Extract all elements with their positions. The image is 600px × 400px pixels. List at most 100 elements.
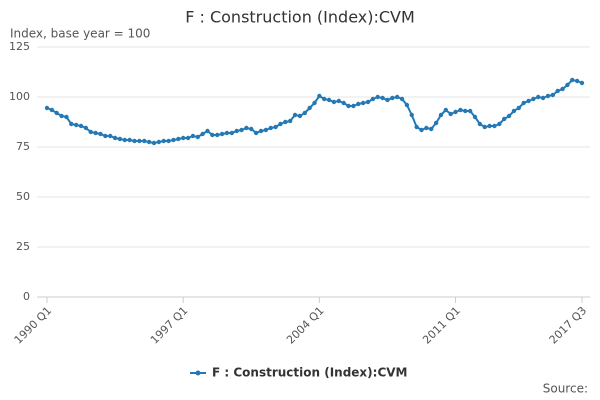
point [497, 121, 502, 127]
point [365, 99, 371, 105]
point [287, 118, 293, 124]
point [249, 126, 254, 132]
point [492, 123, 497, 129]
point [545, 93, 551, 99]
point [146, 139, 152, 145]
point [64, 114, 69, 120]
point [467, 108, 473, 114]
point [142, 138, 147, 144]
point [69, 121, 74, 127]
point [356, 101, 361, 107]
point [385, 97, 390, 103]
point [176, 136, 181, 142]
point [487, 123, 492, 129]
point [258, 128, 264, 134]
point [229, 130, 235, 136]
point [93, 130, 98, 136]
point [433, 120, 439, 126]
point [501, 116, 507, 122]
point [526, 98, 531, 104]
point [346, 103, 351, 109]
point [399, 96, 405, 102]
point [166, 138, 171, 144]
x-tick-label: 1997 Q1 [148, 304, 191, 347]
point [54, 110, 59, 116]
point [409, 112, 414, 118]
point [215, 132, 220, 138]
point [565, 82, 570, 88]
y-tick-label: 50 [16, 190, 30, 203]
point [550, 92, 556, 98]
point [453, 109, 458, 115]
point [73, 122, 79, 128]
point [536, 94, 541, 100]
point [108, 133, 113, 139]
point [263, 127, 269, 133]
y-tick-label: 75 [16, 140, 30, 153]
point [253, 130, 259, 136]
y-tick-label: 125 [9, 40, 30, 53]
point [224, 130, 230, 136]
point [180, 135, 186, 141]
point [283, 119, 288, 125]
point [307, 105, 312, 111]
point [132, 138, 137, 144]
point [171, 137, 176, 143]
point [351, 103, 356, 109]
point [511, 108, 517, 114]
point [555, 88, 560, 94]
point [370, 96, 376, 102]
point [326, 97, 332, 103]
point [419, 127, 424, 133]
y-tick-label: 25 [16, 240, 30, 253]
point [438, 112, 444, 118]
x-tick-label: 2011 Q1 [420, 304, 463, 347]
point [88, 129, 93, 135]
point [560, 86, 565, 92]
point [151, 140, 157, 146]
point [531, 96, 536, 102]
point [322, 96, 327, 102]
point [59, 113, 64, 119]
point [579, 80, 585, 86]
chart-title: F : Construction (Index):CVM [185, 8, 415, 27]
point [268, 125, 273, 131]
point [414, 124, 419, 130]
point [137, 138, 142, 144]
point [244, 125, 249, 131]
point [331, 99, 337, 105]
point [273, 124, 278, 130]
point [297, 113, 303, 119]
point [341, 100, 346, 106]
point [472, 114, 478, 120]
point [117, 136, 123, 142]
point [210, 132, 215, 138]
point [49, 107, 55, 113]
point [516, 105, 521, 111]
y-tick-label: 100 [9, 90, 30, 103]
point [112, 135, 118, 141]
series-line [46, 78, 583, 145]
point [83, 125, 89, 131]
point [185, 135, 191, 141]
point [375, 94, 380, 100]
point [443, 107, 449, 113]
legend-marker [195, 370, 201, 376]
point [477, 121, 483, 127]
point [570, 77, 575, 83]
point [574, 78, 580, 84]
point [506, 113, 512, 119]
point [195, 134, 200, 140]
x-tick-label: 2004 Q1 [284, 304, 327, 347]
point [448, 111, 453, 117]
legend-label: F : Construction (Index):CVM [212, 366, 408, 380]
source: Source: [543, 382, 588, 396]
point [394, 94, 400, 100]
point [429, 126, 434, 132]
point [127, 137, 132, 143]
point [482, 124, 487, 130]
point [78, 123, 84, 129]
point [292, 112, 298, 118]
point [317, 93, 322, 99]
